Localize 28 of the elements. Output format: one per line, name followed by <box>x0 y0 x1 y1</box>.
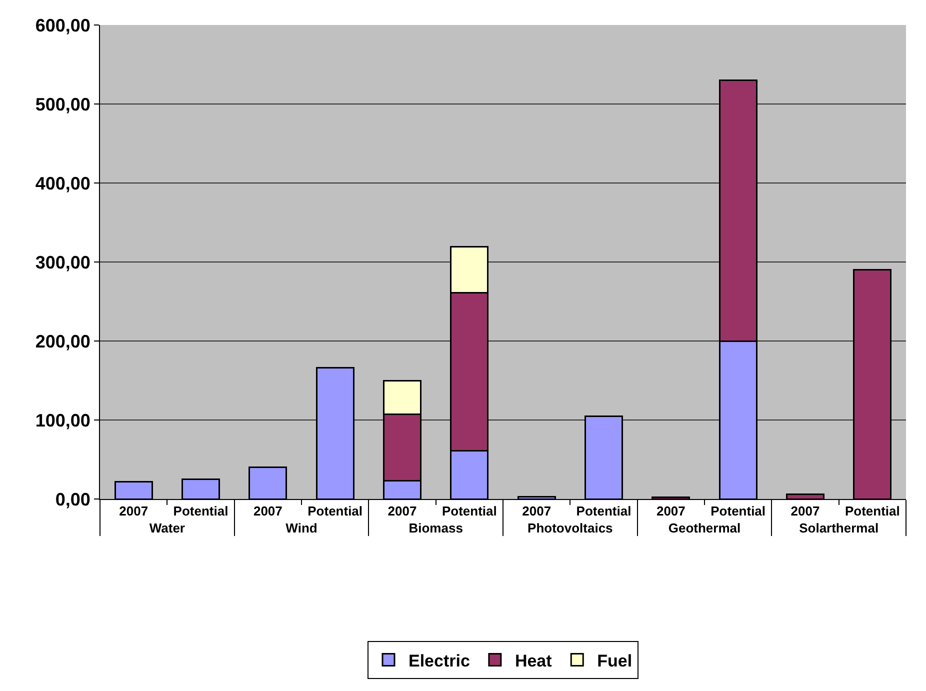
y-tick-label: 500,00 <box>35 94 90 114</box>
text: Wind <box>286 520 318 536</box>
x-tick-label: 2007 <box>656 504 686 519</box>
y-tick-label: 100,00 <box>35 410 90 430</box>
y-tick-label: 200,00 <box>35 331 90 352</box>
x-tick-label: Potential <box>710 504 766 519</box>
legend-label: Fuel <box>597 651 632 670</box>
x-tick-label: Potential <box>576 504 632 519</box>
y-tick-label: 300,00 <box>35 252 90 272</box>
x-tick-label: 2007 <box>522 504 552 519</box>
text: Photovoltaics <box>528 520 613 536</box>
text: Water <box>149 520 185 536</box>
y-tick-label: 600,00 <box>35 15 90 36</box>
legend-label: Heat <box>514 651 552 670</box>
x-tick-label: Potential <box>308 504 363 519</box>
y-tick-label: 0,00 <box>55 489 90 510</box>
x-tick-label: 2007 <box>388 504 417 519</box>
x-tick-label: 2007 <box>253 504 282 519</box>
x-tick-label: 2007 <box>790 504 820 519</box>
legend-label: Electric <box>408 651 470 670</box>
text: Geothermal <box>668 520 741 536</box>
x-tick-label: Potential <box>442 504 497 519</box>
x-tick-label: 2007 <box>119 504 148 519</box>
text: Biomass <box>408 520 463 536</box>
x-tick-label: Potential <box>844 504 900 519</box>
text: Solarthermal <box>799 520 879 536</box>
y-tick-label: 400,00 <box>35 173 90 194</box>
x-tick-label: Potential <box>173 504 228 519</box>
